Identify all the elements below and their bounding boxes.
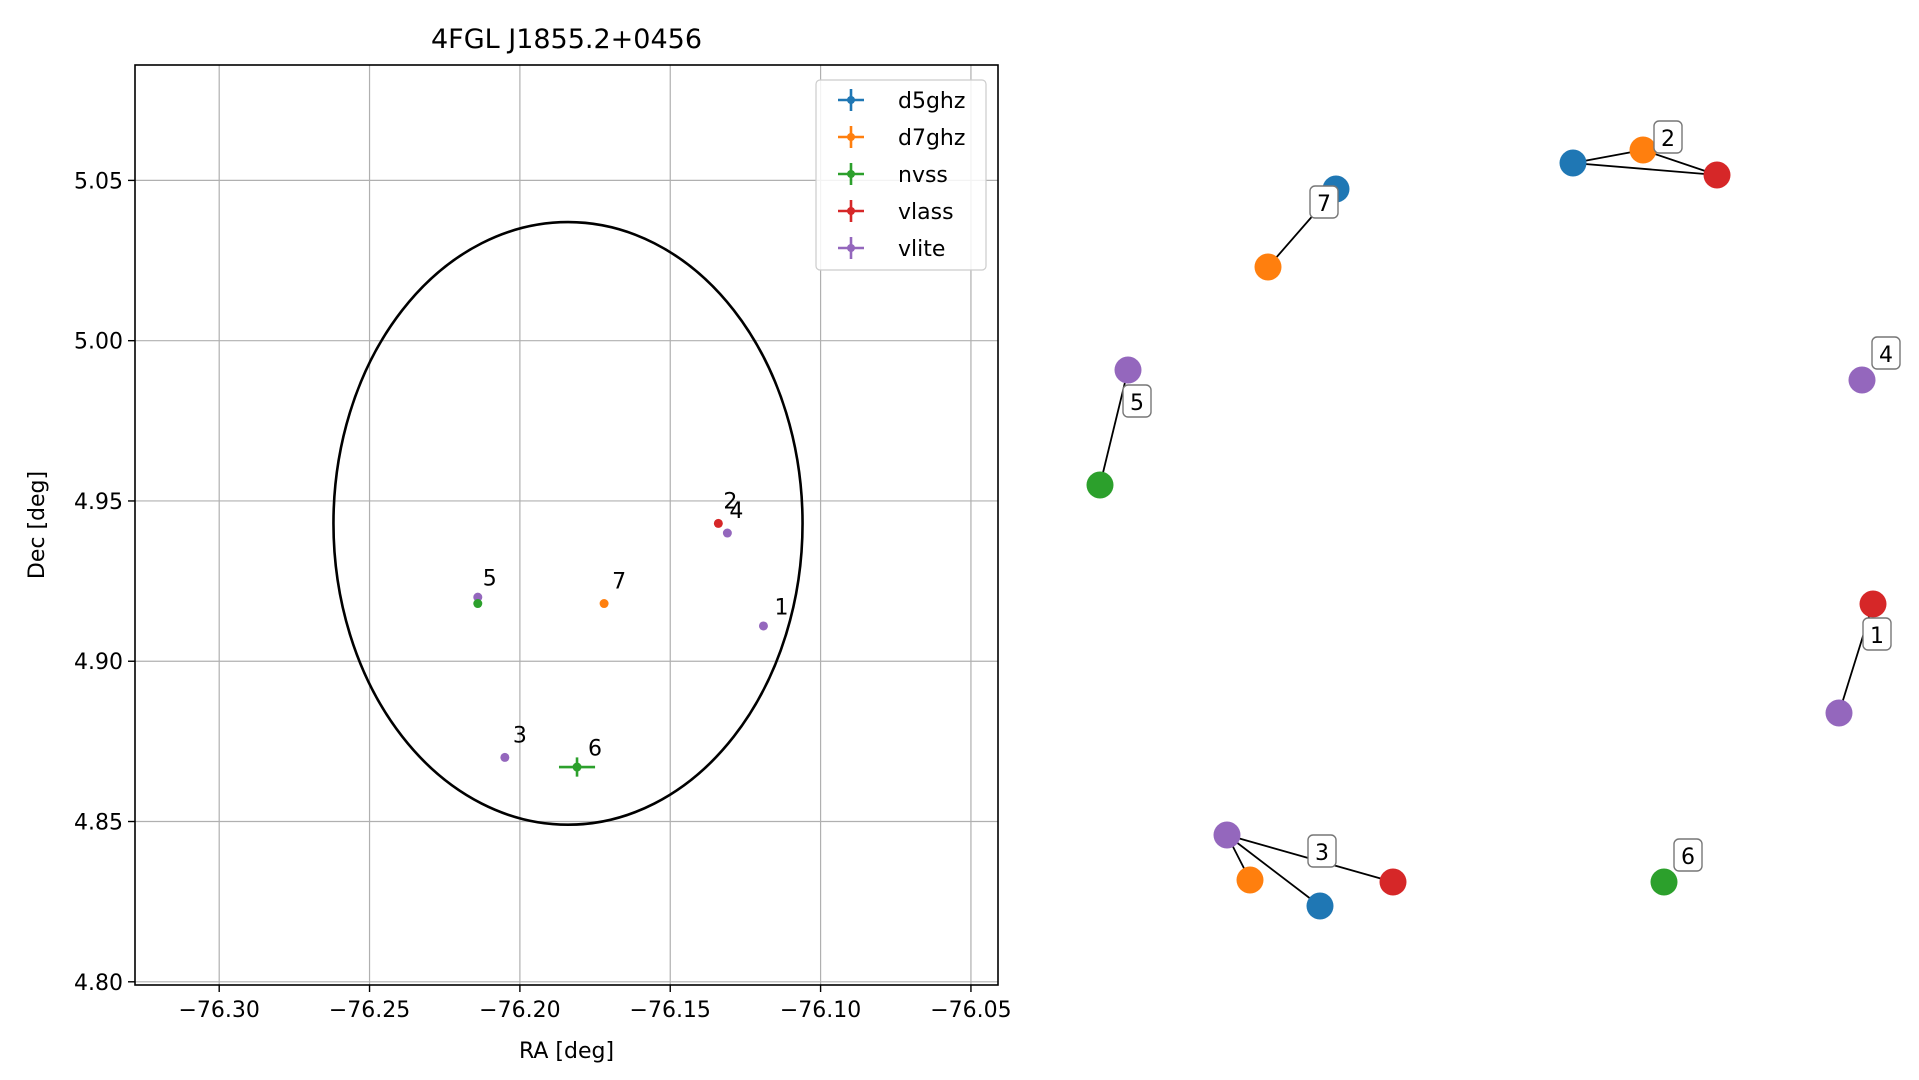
legend-label: vlite [898,237,945,262]
graph-edge [1226,834,1321,907]
point-label: 5 [483,567,497,592]
group-label-text: 7 [1317,192,1331,217]
y-tick-label: 4.85 [74,811,123,836]
graph-node [1848,366,1876,394]
x-tick-label: −76.15 [630,998,711,1023]
legend-marker-dot [847,96,855,104]
group-label-box [1673,838,1703,872]
point-label: 2 [723,490,737,515]
group-label-text: 6 [1681,845,1695,870]
data-point [473,599,483,609]
ticks-layer: −76.30 −76.25 −76.20 −76.15 −76.10 −76.05 4.80… [74,169,1012,1023]
data-point [722,528,732,538]
point-labels-layer: 24 5 7 1 3 6 [483,490,789,762]
legend-marker-dot [847,133,855,141]
network-graph: 7 2 5 4 1 3 6 [1086,120,1901,920]
legend: d5ghz d7ghz nvss vlass vlite [815,79,987,271]
x-tick-label: −76.10 [780,998,861,1023]
y-tick-label: 5.05 [74,169,123,194]
graph-node [1629,136,1657,164]
graph-node [1213,821,1241,849]
graph-node [1703,161,1731,189]
group-label-text: 3 [1315,841,1329,866]
x-tick-label: −76.20 [479,998,560,1023]
x-axis-label: RA [deg] [519,1039,614,1064]
graph-node [1086,471,1114,499]
group-label: 3 [1307,834,1337,868]
data-point [500,752,510,762]
x-tick-label: −76.05 [930,998,1011,1023]
edges-layer [1099,149,1874,907]
data-point [572,762,582,772]
graph-node [1379,868,1407,896]
group-label: 1 [1862,617,1892,651]
graph-node [1306,892,1334,920]
data-point [473,592,483,602]
legend-box [815,79,987,271]
point-label: 4 [729,499,743,524]
legend-label: nvss [898,163,948,188]
graph-edge [1572,162,1718,176]
legend-entry: vlass [838,200,954,225]
nodes-layer [1086,136,1887,920]
group-label: 5 [1122,384,1152,418]
y-axis-label: Dec [deg] [25,471,50,579]
chart-title: 4FGL J1855.2+0456 [431,24,702,55]
uncertainty-ellipse [332,220,804,827]
legend-entry: vlite [838,237,945,262]
y-tick-label: 4.80 [74,971,123,996]
point-label: 7 [612,570,626,595]
graph-node [1114,356,1142,384]
axes-frame [134,64,999,986]
group-label-box [1307,834,1337,868]
graph-node [1859,590,1887,618]
error-bar-point [558,757,596,777]
group-label: 6 [1673,838,1703,872]
legend-label: vlass [898,200,954,225]
group-label-text: 5 [1130,391,1144,416]
group-labels-layer: 7 2 5 4 1 3 6 [1122,120,1901,872]
points-layer [473,518,768,777]
group-label: 4 [1871,336,1901,370]
legend-marker-dot [847,170,855,178]
data-point [599,599,609,609]
point-label: 1 [774,595,788,620]
x-tick-label: −76.30 [178,998,259,1023]
legend-marker-dot [847,207,855,215]
group-label-box [1653,120,1683,154]
group-label-text: 2 [1661,127,1675,152]
group-label: 2 [1653,120,1683,154]
point-label: 6 [588,736,602,761]
point-label: 3 [513,724,527,749]
graph-node [1825,699,1853,727]
data-point [713,518,723,528]
y-tick-label: 5.00 [74,330,123,355]
legend-entry: nvss [838,163,948,188]
y-tick-label: 4.90 [74,650,123,675]
group-label-text: 1 [1870,624,1884,649]
graph-node [1559,149,1587,177]
graph-node [1254,253,1282,281]
y-tick-label: 4.95 [74,490,123,515]
data-point [758,621,768,631]
legend-marker-dot [847,244,855,252]
group-label-box [1871,336,1901,370]
x-tick-label: −76.25 [329,998,410,1023]
ellipse-layer [332,220,804,827]
graph-node [1236,866,1264,894]
group-label-text: 4 [1879,343,1893,368]
legend-label: d5ghz [898,89,965,114]
legend-entry: d7ghz [838,126,965,151]
graph-node [1650,868,1678,896]
group-label-box [1122,384,1152,418]
legend-entry: d5ghz [838,89,965,114]
group-label-box [1309,185,1339,219]
legend-label: d7ghz [898,126,965,151]
group-label: 7 [1309,185,1339,219]
group-label-box [1862,617,1892,651]
